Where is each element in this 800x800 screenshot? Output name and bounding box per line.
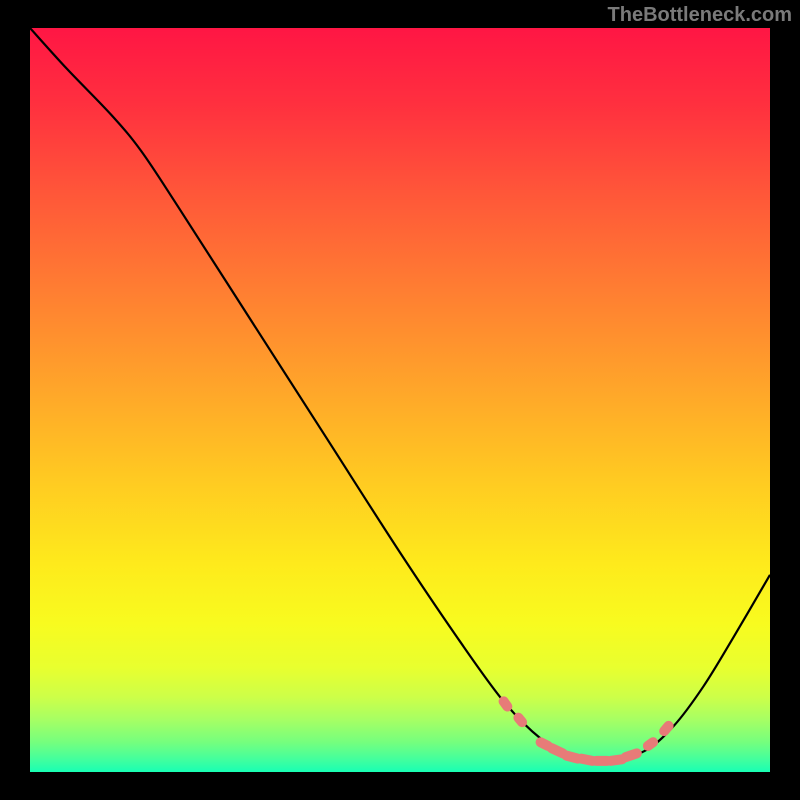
- gradient-background: [30, 28, 770, 772]
- valley-marker: [648, 742, 653, 746]
- valley-marker: [552, 748, 563, 753]
- valley-marker: [611, 759, 622, 760]
- valley-marker: [581, 759, 592, 761]
- chart-plot-area: [30, 28, 770, 772]
- valley-marker: [504, 701, 508, 706]
- valley-marker: [567, 756, 578, 759]
- valley-marker: [518, 718, 522, 722]
- chart-svg: [30, 28, 770, 772]
- valley-marker: [626, 753, 637, 757]
- watermark-text: TheBottleneck.com: [608, 4, 792, 27]
- valley-marker: [541, 742, 548, 746]
- valley-marker: [664, 726, 668, 731]
